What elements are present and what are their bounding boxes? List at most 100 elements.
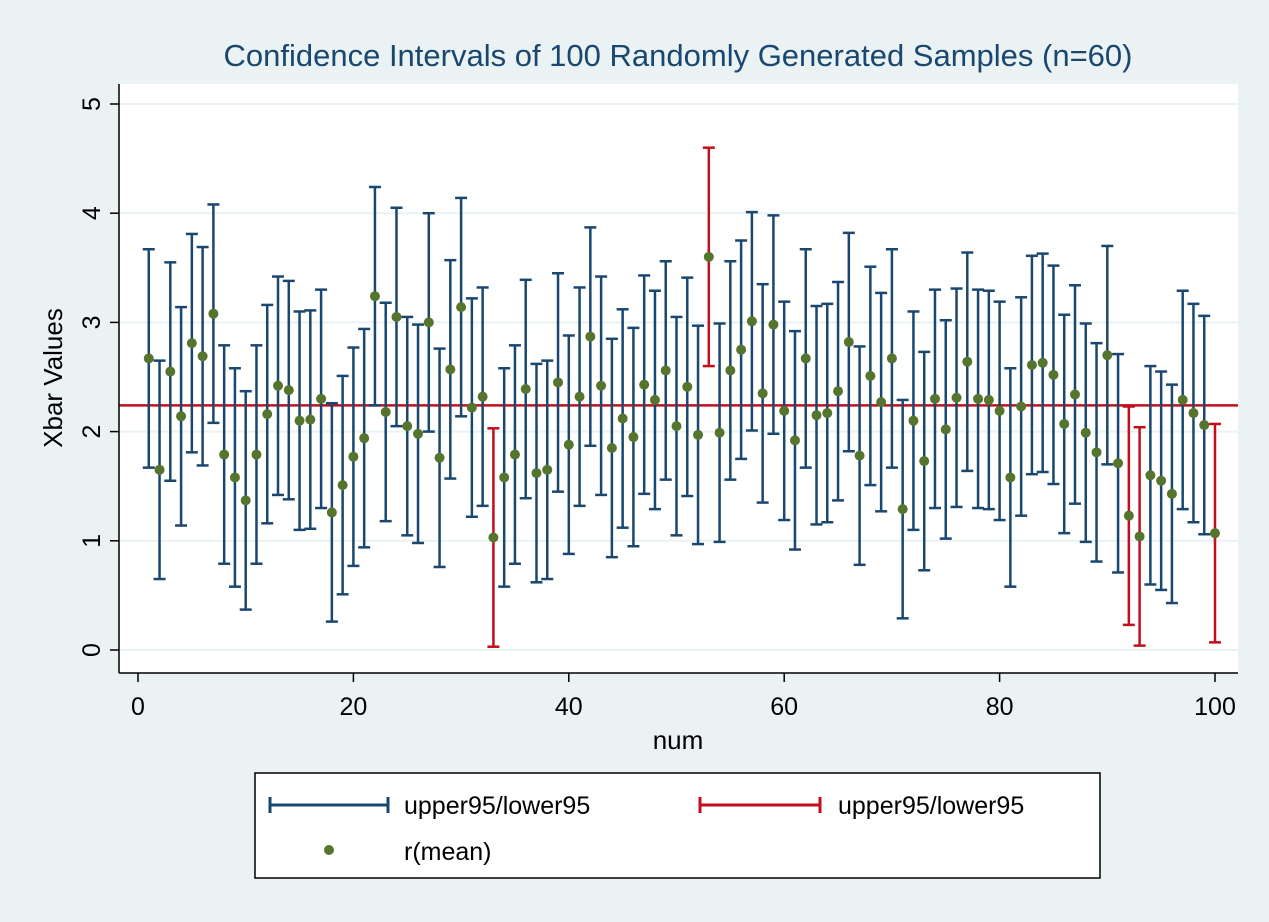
mean-point-13 <box>273 380 284 391</box>
legend-label-interval-inside: upper95/lower95 <box>404 792 590 820</box>
mean-point-14 <box>283 385 294 396</box>
mean-point-36 <box>520 384 531 395</box>
mean-point-44 <box>606 442 617 453</box>
mean-point-46 <box>628 432 639 443</box>
mean-point-51 <box>682 381 693 392</box>
sample-means <box>143 251 1220 543</box>
mean-point-37 <box>531 468 542 479</box>
mean-point-71 <box>897 504 908 515</box>
x-tick-label-1: 20 <box>339 693 367 721</box>
mean-point-32 <box>477 391 488 402</box>
mean-point-95 <box>1156 475 1167 486</box>
legend-box <box>254 772 1101 879</box>
mean-point-12 <box>262 409 273 420</box>
mean-point-82 <box>1016 401 1027 412</box>
mean-point-87 <box>1069 389 1080 400</box>
y-tick-label-5: 5 <box>78 97 106 111</box>
legend-symbol-interval-outside <box>698 797 822 813</box>
mean-point-47 <box>639 379 650 390</box>
y-tick-label-3: 3 <box>78 315 106 329</box>
mean-point-19 <box>337 480 348 491</box>
mean-point-28 <box>434 452 445 463</box>
mean-point-100 <box>1210 528 1220 539</box>
mean-point-86 <box>1059 418 1070 429</box>
mean-point-93 <box>1134 531 1145 542</box>
mean-point-63 <box>811 410 822 421</box>
mean-point-22 <box>369 291 380 302</box>
mean-point-92 <box>1123 510 1134 521</box>
mean-point-81 <box>1005 472 1016 483</box>
x-axis-label: num <box>653 725 704 755</box>
mean-point-33 <box>488 532 499 543</box>
legend-symbol-interval-inside <box>268 797 390 813</box>
mean-point-43 <box>596 380 607 391</box>
mean-point-16 <box>305 414 316 425</box>
legend-label-marker: r(mean) <box>404 838 492 866</box>
mean-point-4 <box>176 411 187 422</box>
mean-point-70 <box>886 353 897 364</box>
mean-point-57 <box>746 316 757 327</box>
mean-point-60 <box>779 405 790 416</box>
mean-point-99 <box>1199 420 1210 431</box>
mean-point-62 <box>800 353 811 364</box>
mean-point-58 <box>757 388 768 399</box>
mean-point-35 <box>509 449 520 460</box>
x-tick-label-2: 40 <box>555 693 583 721</box>
mean-point-96 <box>1166 488 1177 499</box>
y-tick-label-1: 1 <box>78 534 106 548</box>
mean-point-69 <box>876 397 887 408</box>
mean-point-41 <box>574 391 585 402</box>
x-tick-label-4: 80 <box>986 693 1014 721</box>
mean-point-85 <box>1048 369 1059 380</box>
mean-point-31 <box>466 402 477 413</box>
mean-point-2 <box>154 464 165 475</box>
mean-point-84 <box>1037 357 1048 368</box>
mean-point-9 <box>229 472 240 483</box>
mean-point-90 <box>1102 350 1113 361</box>
mean-point-66 <box>843 337 854 348</box>
mean-point-26 <box>413 428 424 439</box>
x-tick-label-5: 100 <box>1194 693 1236 721</box>
grid-lines <box>119 103 1238 651</box>
mean-point-39 <box>553 377 564 388</box>
mean-point-54 <box>714 427 725 438</box>
y-tick-label-4: 4 <box>78 206 106 220</box>
mean-point-65 <box>833 386 844 397</box>
mean-point-34 <box>499 472 510 483</box>
mean-point-50 <box>671 421 682 432</box>
mean-point-76 <box>951 392 962 403</box>
mean-point-56 <box>736 344 747 355</box>
x-axis-ticks: 0 20 40 60 80 100 <box>131 673 1236 721</box>
mean-point-38 <box>542 464 553 475</box>
mean-point-11 <box>251 449 262 460</box>
x-tick-label-3: 60 <box>770 693 798 721</box>
mean-point-72 <box>908 415 919 426</box>
mean-point-23 <box>380 406 391 417</box>
mean-point-15 <box>294 415 305 426</box>
mean-point-89 <box>1091 447 1102 458</box>
mean-point-48 <box>649 394 660 405</box>
legend-symbol-marker <box>324 845 334 855</box>
y-axis-label: Xbar Values <box>38 308 68 448</box>
mean-point-53 <box>703 251 714 262</box>
mean-point-17 <box>316 393 327 404</box>
mean-point-18 <box>326 507 337 518</box>
mean-point-67 <box>854 450 865 461</box>
mean-point-29 <box>445 364 456 375</box>
mean-point-40 <box>563 439 574 450</box>
mean-point-10 <box>240 495 251 506</box>
y-axis-ticks: 0 1 2 3 4 5 <box>78 97 119 657</box>
mean-point-74 <box>929 393 940 404</box>
mean-point-25 <box>402 421 413 432</box>
mean-point-78 <box>973 393 984 404</box>
legend-label-interval-outside: upper95/lower95 <box>838 792 1024 820</box>
mean-point-77 <box>962 356 973 367</box>
legend: upper95/lower95 upper95/lower95 r(mean) <box>254 772 1101 879</box>
mean-point-45 <box>617 413 628 424</box>
mean-point-24 <box>391 311 402 322</box>
mean-point-27 <box>423 317 434 328</box>
mean-point-30 <box>456 302 467 313</box>
plot-area <box>119 84 1238 673</box>
mean-point-3 <box>165 366 176 377</box>
